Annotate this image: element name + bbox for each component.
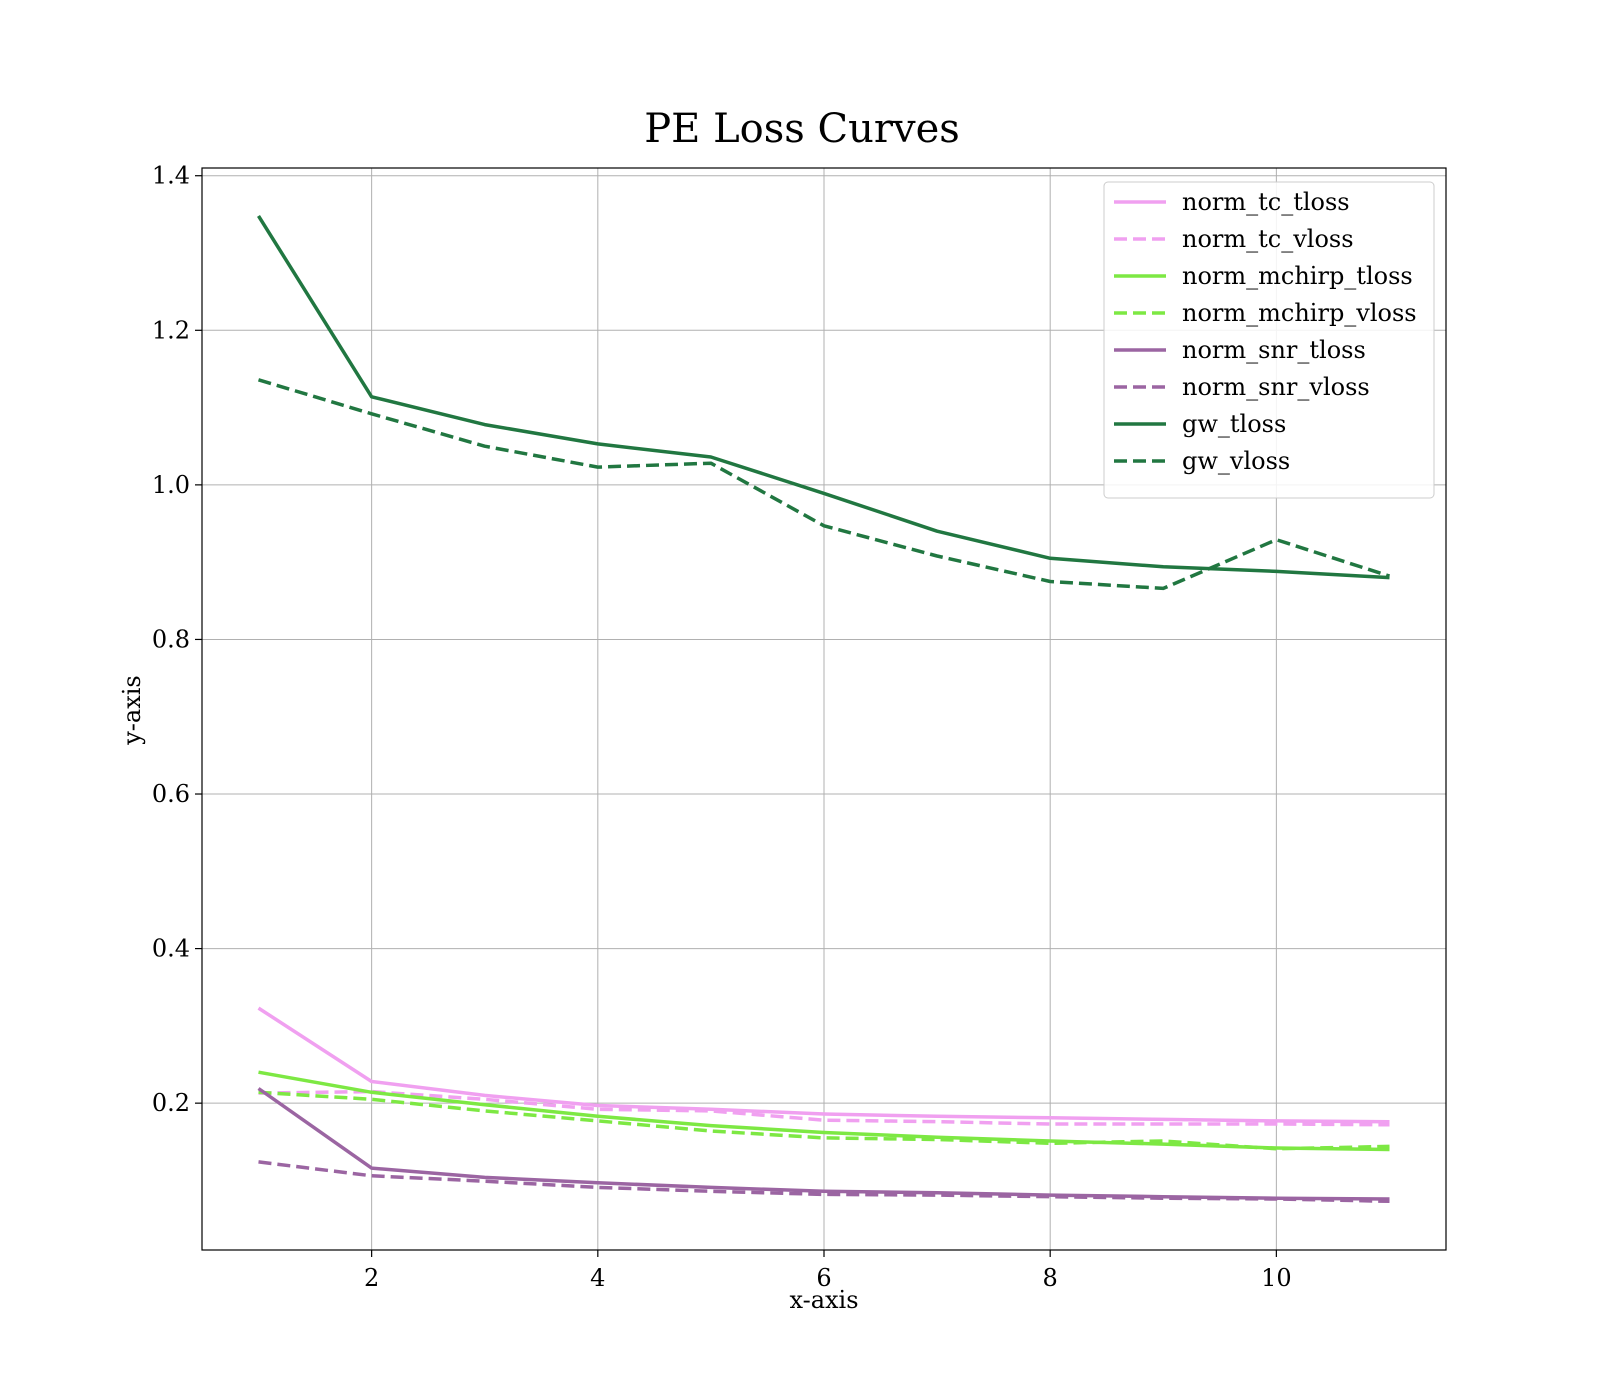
y-axis-label: y-axis — [118, 675, 146, 746]
x-tick-label: 10 — [1261, 1264, 1292, 1292]
legend-box — [1103, 181, 1435, 499]
legend-label: gw_tloss — [1182, 410, 1286, 438]
y-tick-label: 1.0 — [152, 471, 190, 499]
y-tick-label: 1.2 — [152, 316, 190, 344]
legend-label: norm_tc_vloss — [1182, 225, 1354, 253]
series-line-gw-tloss — [257, 214, 1390, 580]
x-tick-label: 2 — [364, 1264, 379, 1292]
legend-label: norm_mchirp_tloss — [1182, 262, 1413, 290]
y-tick-label: 0.2 — [152, 1089, 190, 1117]
x-axis-ticks: 2 4 6 8 10 — [364, 1250, 1292, 1292]
y-axis-ticks: 0.2 0.4 0.6 0.8 1.0 1.2 1.4 — [152, 162, 202, 1117]
legend-label: gw_vloss — [1182, 447, 1290, 475]
series-line-norm-tc-vloss — [258, 1089, 1390, 1127]
x-tick-label: 4 — [590, 1264, 605, 1292]
x-axis-label: x-axis — [789, 1286, 858, 1314]
legend-label: norm_snr_vloss — [1182, 373, 1370, 401]
x-tick-label: 8 — [1043, 1264, 1058, 1292]
x-tick-label: 6 — [816, 1264, 831, 1292]
legend-label: norm_mchirp_vloss — [1182, 299, 1417, 327]
legend: norm_tc_tloss norm_tc_vloss norm_mchirp_tl… — [1103, 181, 1435, 499]
series-line-gw-vloss — [257, 378, 1391, 591]
y-tick-label: 0.6 — [152, 780, 190, 808]
series-line-norm-mchirp-tloss — [258, 1070, 1390, 1152]
legend-label: norm_snr_tloss — [1182, 336, 1366, 364]
y-tick-label: 1.4 — [152, 162, 190, 190]
series-line-norm-snr-vloss — [258, 1160, 1390, 1204]
series-lines — [257, 214, 1391, 1204]
chart-title: PE Loss Curves — [644, 106, 960, 152]
legend-label: norm_tc_tloss — [1182, 188, 1350, 216]
y-tick-label: 0.8 — [152, 625, 190, 653]
series-line-norm-tc-tloss — [257, 1006, 1390, 1124]
y-tick-label: 0.4 — [152, 935, 190, 963]
